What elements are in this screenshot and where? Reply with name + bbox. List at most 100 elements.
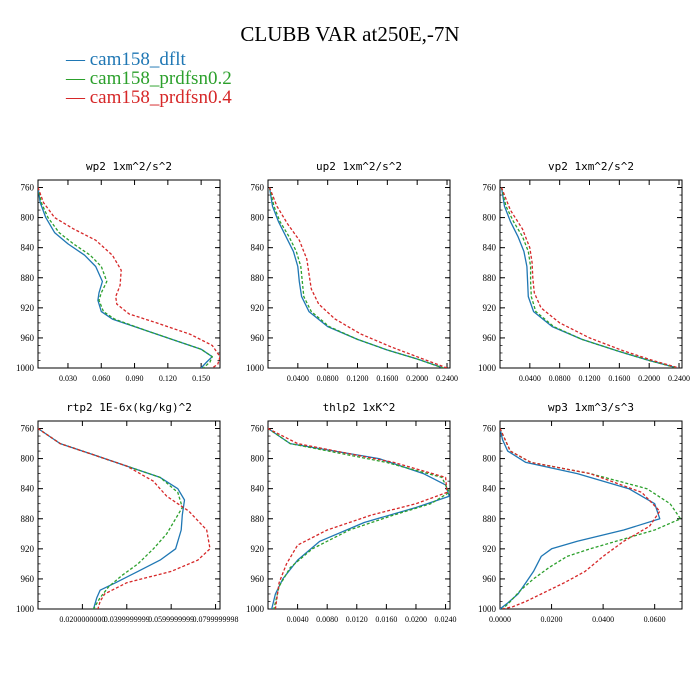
x-tick-label: 0.0800 <box>549 374 571 383</box>
y-tick-label: 960 <box>251 574 265 584</box>
y-tick-label: 840 <box>483 484 497 494</box>
plot-frame <box>499 420 683 610</box>
series-line <box>268 427 448 609</box>
figure-title: CLUBB VAR at250E,-7N <box>240 22 460 46</box>
x-tick-label: 0.0200 <box>405 615 427 624</box>
x-tick-label: 0.1200 <box>579 374 601 383</box>
y-tick-label: 960 <box>21 333 35 343</box>
chart-panel: up2 1xm^2/s^2 760 800 840 880 920 960 1000 0.040… <box>246 160 458 383</box>
x-tick-label: 0.0240 <box>435 615 457 624</box>
y-tick-label: 880 <box>483 273 497 283</box>
legend-label: cam158_dflt <box>89 49 186 70</box>
x-tick-label: 0.0799999998 <box>193 615 239 624</box>
legend-swatch: — <box>66 49 85 70</box>
y-tick-label: 920 <box>21 544 35 554</box>
x-tick-label: 0.150 <box>192 374 210 383</box>
series-line <box>500 187 678 368</box>
y-tick-label: 800 <box>483 213 497 223</box>
y-tick-label: 1000 <box>478 363 497 373</box>
x-tick-label: 0.0800 <box>317 374 339 383</box>
y-tick-label: 800 <box>483 454 497 464</box>
series-line <box>268 187 444 368</box>
y-tick-label: 960 <box>483 333 497 343</box>
y-tick-label: 960 <box>483 574 497 584</box>
y-tick-label: 840 <box>21 484 35 494</box>
legend-label: cam158_prdfsn0.2 <box>89 68 232 89</box>
legend-swatch: — <box>66 68 85 89</box>
chart-panel: thlp2 1xK^2 760 800 840 880 920 960 1000 0.0040 0… <box>246 401 457 624</box>
legend-swatch: — <box>66 87 85 108</box>
y-tick-label: 880 <box>21 514 35 524</box>
plot-frame <box>37 179 221 369</box>
y-tick-label: 800 <box>251 213 265 223</box>
y-tick-label: 800 <box>21 454 35 464</box>
x-tick-label: 0.0120 <box>346 615 368 624</box>
legend-item-dflt: — cam158_dflt <box>66 50 186 70</box>
y-tick-label: 800 <box>251 454 265 464</box>
y-tick-label: 1000 <box>478 604 497 614</box>
y-tick-label: 1000 <box>246 604 265 614</box>
x-tick-label: 0.0000 <box>489 615 511 624</box>
y-tick-label: 920 <box>251 544 265 554</box>
series-line <box>38 187 213 368</box>
x-tick-label: 0.2000 <box>638 374 660 383</box>
plot-frame <box>37 420 221 610</box>
y-tick-label: 840 <box>21 243 35 253</box>
y-tick-label: 840 <box>483 243 497 253</box>
chart-panel: rtp2 1E-6x(kg/kg)^2 760 800 840 880 920 960 100… <box>16 401 239 624</box>
y-tick-label: 1000 <box>16 363 35 373</box>
series-line <box>268 187 444 368</box>
y-tick-label: 840 <box>251 484 265 494</box>
y-tick-label: 880 <box>21 273 35 283</box>
x-tick-label: 0.0040 <box>287 615 309 624</box>
chart-panel: wp3 1xm^3/s^3 760 800 840 880 920 960 10000.000… <box>478 401 683 624</box>
series-line <box>268 187 448 368</box>
x-tick-label: 0.030 <box>59 374 77 383</box>
legend-label: cam158_prdfsn0.4 <box>89 87 232 108</box>
y-tick-label: 760 <box>483 183 497 193</box>
y-tick-label: 880 <box>483 514 497 524</box>
chart-panel: wp2 1xm^2/s^2 760 800 840 880 920 960 1000 0.030… <box>16 160 221 383</box>
y-tick-label: 920 <box>21 303 35 313</box>
y-tick-label: 760 <box>21 183 35 193</box>
x-tick-label: 0.1600 <box>608 374 630 383</box>
panel-title: rtp2 1E-6x(kg/kg)^2 <box>66 401 192 414</box>
panel-title: wp2 1xm^2/s^2 <box>86 160 172 173</box>
y-tick-label: 760 <box>483 424 497 434</box>
y-tick-label: 960 <box>251 333 265 343</box>
x-tick-label: 0.2400 <box>436 374 458 383</box>
x-tick-label: 0.060 <box>92 374 110 383</box>
y-tick-label: 1000 <box>246 363 265 373</box>
plot-frame <box>499 179 683 369</box>
y-tick-label: 760 <box>251 424 265 434</box>
series-line <box>500 187 678 368</box>
y-tick-label: 880 <box>251 273 265 283</box>
x-tick-label: 0.1600 <box>376 374 398 383</box>
y-tick-label: 800 <box>21 213 35 223</box>
y-tick-label: 960 <box>21 574 35 584</box>
x-tick-label: 0.0599999999 <box>148 615 194 624</box>
x-tick-label: 0.0600 <box>644 615 666 624</box>
y-tick-label: 920 <box>483 544 497 554</box>
y-tick-label: 920 <box>483 303 497 313</box>
y-tick-label: 920 <box>251 303 265 313</box>
y-tick-label: 840 <box>251 243 265 253</box>
series-line <box>268 427 450 609</box>
series-line <box>500 187 680 368</box>
y-tick-label: 1000 <box>16 604 35 614</box>
series-line <box>38 427 186 609</box>
legend-item-prdfsn02: — cam158_prdfsn0.2 <box>66 69 232 89</box>
series-line <box>500 428 661 609</box>
x-tick-label: 0.0399999999 <box>104 615 150 624</box>
panel-title: up2 1xm^2/s^2 <box>316 160 402 173</box>
plot-frame <box>267 179 451 369</box>
y-tick-label: 760 <box>21 424 35 434</box>
legend-item-prdfsn04: — cam158_prdfsn0.4 <box>66 88 232 108</box>
x-tick-label: 0.2000 <box>406 374 428 383</box>
series-line <box>38 187 220 368</box>
series-line <box>38 187 213 368</box>
x-tick-label: 0.0160 <box>375 615 397 624</box>
panel-title: wp3 1xm^3/s^3 <box>548 401 634 414</box>
chart-panel: vp2 1xm^2/s^2 760 800 840 880 920 960 1000 0.040… <box>478 160 690 383</box>
